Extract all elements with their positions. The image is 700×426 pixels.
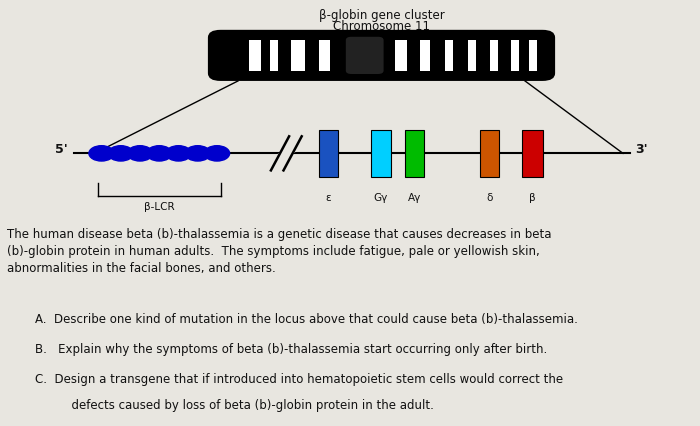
Bar bbox=[420, 40, 430, 71]
Circle shape bbox=[204, 146, 230, 161]
Text: Gγ: Gγ bbox=[374, 193, 388, 203]
Circle shape bbox=[89, 146, 114, 161]
Bar bbox=[371, 130, 391, 177]
Bar bbox=[528, 40, 537, 71]
Bar bbox=[480, 130, 499, 177]
Text: The human disease beta (b)-thalassemia is a genetic disease that causes decrease: The human disease beta (b)-thalassemia i… bbox=[7, 228, 552, 275]
Circle shape bbox=[147, 146, 172, 161]
Bar bbox=[270, 40, 278, 71]
Bar bbox=[318, 130, 338, 177]
Circle shape bbox=[166, 146, 191, 161]
Text: A.  Describe one kind of mutation in the locus above that could cause beta (b)-t: A. Describe one kind of mutation in the … bbox=[35, 313, 578, 326]
Bar bbox=[318, 40, 330, 71]
Bar bbox=[444, 40, 453, 71]
Text: B.   Explain why the symptoms of beta (b)-thalassemia start occurring only after: B. Explain why the symptoms of beta (b)-… bbox=[35, 343, 547, 356]
Bar bbox=[290, 40, 304, 71]
Bar bbox=[395, 40, 407, 71]
Text: β: β bbox=[528, 193, 536, 203]
Bar bbox=[248, 40, 261, 71]
Text: Chromosome 11: Chromosome 11 bbox=[333, 20, 430, 33]
Bar bbox=[522, 130, 542, 177]
Text: defects caused by loss of beta (b)-globin protein in the adult.: defects caused by loss of beta (b)-globi… bbox=[49, 399, 434, 412]
Text: 5': 5' bbox=[55, 143, 68, 155]
Text: δ: δ bbox=[486, 193, 493, 203]
Text: β-LCR: β-LCR bbox=[144, 202, 174, 212]
Text: 3': 3' bbox=[636, 143, 648, 155]
Bar bbox=[490, 40, 498, 71]
Circle shape bbox=[127, 146, 153, 161]
Bar bbox=[511, 40, 519, 71]
Circle shape bbox=[185, 146, 210, 161]
Bar bbox=[405, 130, 424, 177]
Text: ε: ε bbox=[326, 193, 331, 203]
FancyBboxPatch shape bbox=[346, 37, 384, 74]
Bar bbox=[468, 40, 476, 71]
Circle shape bbox=[108, 146, 133, 161]
Text: β-globin gene cluster: β-globin gene cluster bbox=[318, 9, 444, 22]
FancyBboxPatch shape bbox=[208, 30, 555, 81]
Text: C.  Design a transgene that if introduced into hematopoietic stem cells would co: C. Design a transgene that if introduced… bbox=[35, 373, 563, 386]
Text: Aγ: Aγ bbox=[407, 193, 421, 203]
